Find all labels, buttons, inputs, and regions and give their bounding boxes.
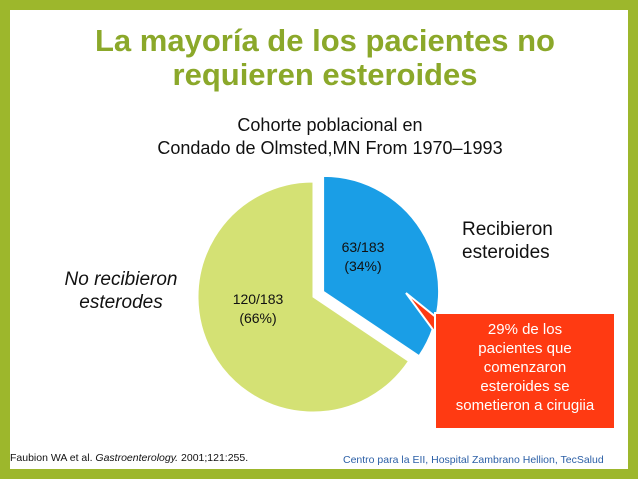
slide: La mayoría de los pacientes no requieren… xyxy=(10,10,628,469)
callout-line-2: pacientes que xyxy=(478,340,572,357)
title-line-1: La mayoría de los pacientes no xyxy=(95,23,555,58)
surgery-callout: 29% de los pacientes que comenzaron este… xyxy=(434,312,616,430)
slice-percent-no-steroids: (66%) xyxy=(239,310,277,326)
callout-line-3: comenzaron xyxy=(483,359,567,376)
slice-fraction-steroids: 63/183 xyxy=(341,239,385,255)
legend-steroids-line-2: esteroides xyxy=(462,242,550,263)
citation-suffix: 2001;121:255. xyxy=(178,452,249,464)
citation-prefix: Faubion WA et al. xyxy=(10,452,96,464)
institution-footer: Centro para la EII, Hospital Zambrano He… xyxy=(343,454,604,466)
slice-fraction-no-steroids: 120/183 xyxy=(232,291,284,307)
legend-steroids-line-1: Recibieron xyxy=(462,219,553,240)
callout-line-1: 29% de los xyxy=(487,321,563,338)
title-line-2: requieren esteroides xyxy=(172,57,478,92)
chart-subtitle: Cohorte poblacional en Condado de Olmste… xyxy=(70,114,590,160)
callout-line-4: esteroides se xyxy=(480,378,570,395)
subtitle-line-2: Condado de Olmsted,MN From 1970–1993 xyxy=(157,138,503,158)
legend-no-steroids-line-2: esterodes xyxy=(79,292,163,313)
legend-no-steroids-line-1: No recibieron xyxy=(64,269,178,290)
pie-slice-no-steroids xyxy=(197,181,410,413)
pie-chart xyxy=(197,175,443,413)
citation: Faubion WA et al. Gastroenterology. 2001… xyxy=(10,452,248,464)
slice-percent-steroids: (34%) xyxy=(344,258,382,274)
slice-label-steroids: 63/183 (34%) xyxy=(328,238,398,276)
subtitle-line-1: Cohorte poblacional en xyxy=(237,115,423,135)
slide-title: La mayoría de los pacientes no requieren… xyxy=(10,24,628,92)
legend-no-steroids: No recibieron esterodes xyxy=(46,268,196,314)
legend-steroids: Recibieron esteroides xyxy=(462,218,592,264)
callout-line-5: sometieron a cirugiia xyxy=(455,397,595,414)
citation-journal: Gastroenterology. xyxy=(95,452,179,464)
slice-label-no-steroids: 120/183 (66%) xyxy=(223,290,293,328)
